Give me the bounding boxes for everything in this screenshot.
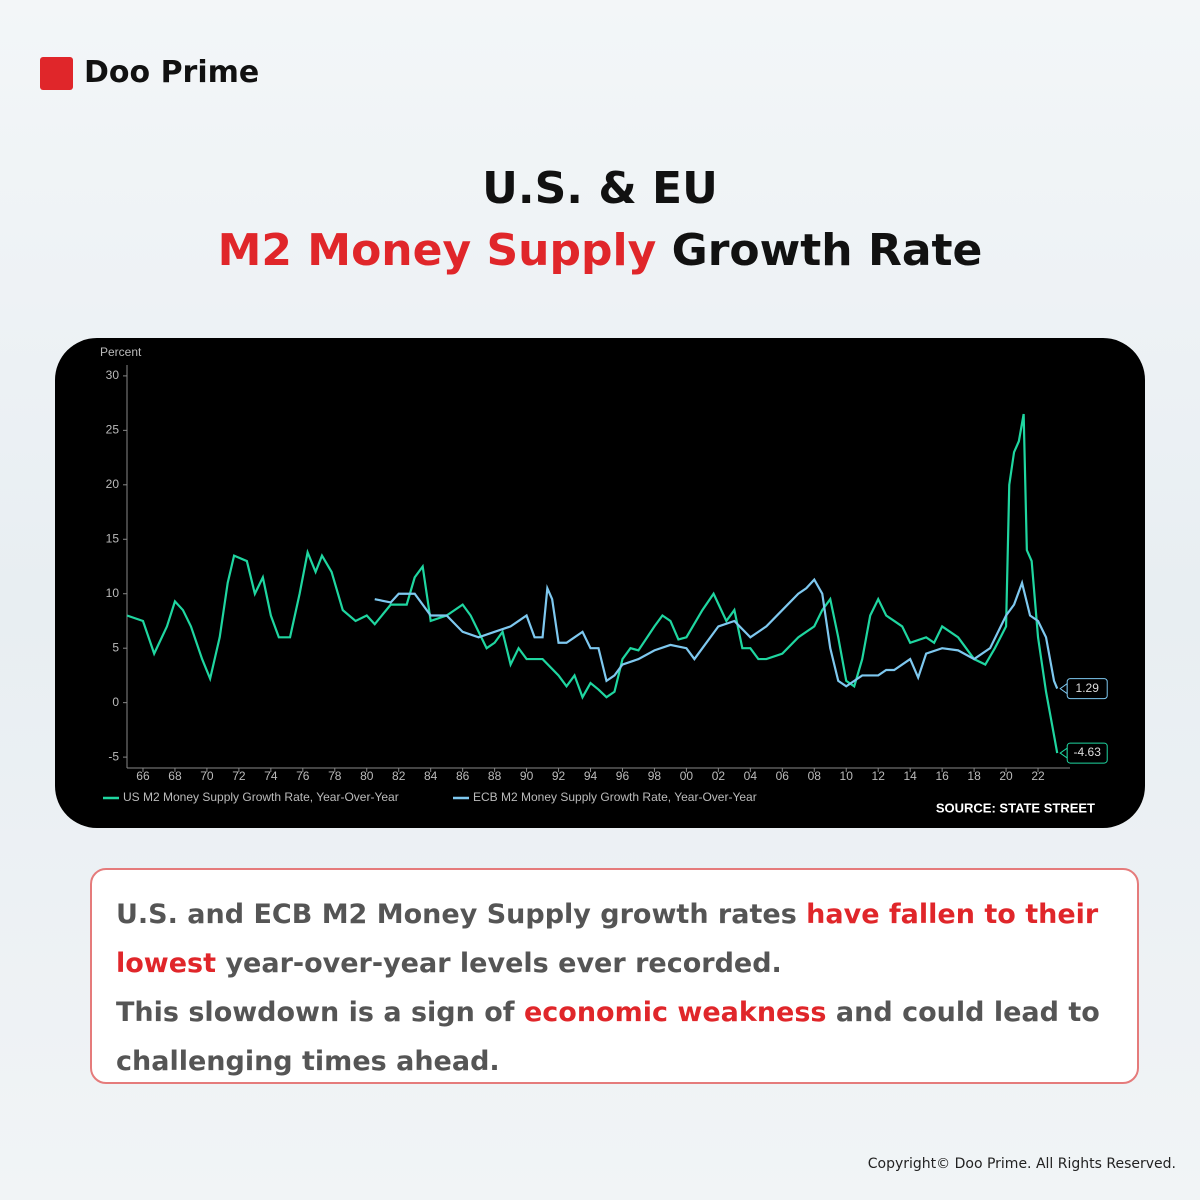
x-tick-label: 12 (872, 769, 886, 783)
end-label: -4.63 (1074, 745, 1102, 759)
headline-line: U.S. & EU (482, 163, 718, 214)
y-tick-label: 10 (106, 586, 120, 600)
x-tick-label: 14 (903, 769, 917, 783)
x-tick-label: 86 (456, 769, 470, 783)
x-tick-label: 08 (808, 769, 822, 783)
y-tick-label: 30 (106, 368, 120, 382)
text: year-over-year levels ever recorded. (216, 948, 782, 979)
legend-label: ECB M2 Money Supply Growth Rate, Year-Ov… (473, 790, 757, 804)
y-tick-label: 5 (112, 640, 119, 654)
x-tick-label: 70 (200, 769, 214, 783)
x-tick-label: 76 (296, 769, 310, 783)
headline-highlight: M2 Money Supply (217, 225, 657, 276)
x-tick-label: 72 (232, 769, 246, 783)
y-tick-label: 25 (106, 423, 120, 437)
end-label-box (1066, 742, 1108, 764)
series-line (374, 577, 1059, 690)
text: U.S. and ECB M2 Money Supply growth rate… (116, 899, 807, 930)
x-tick-label: 80 (360, 769, 374, 783)
paragraph: U.S. and ECB M2 Money Supply growth rate… (116, 890, 1113, 988)
x-tick-label: 06 (776, 769, 790, 783)
text-box: U.S. and ECB M2 Money Supply growth rate… (90, 868, 1139, 1084)
x-tick-label: 66 (136, 769, 150, 783)
x-tick-label: 78 (328, 769, 342, 783)
y-tick-label: 0 (112, 695, 119, 709)
headline: U.S. & EU M2 Money Supply Growth Rate (0, 158, 1200, 282)
headline-line: M2 Money Supply Growth Rate (0, 220, 1200, 282)
headline-rest: Growth Rate (671, 225, 983, 276)
x-tick-label: 22 (1031, 769, 1045, 783)
x-tick-label: 16 (935, 769, 949, 783)
x-tick-label: 74 (264, 769, 278, 783)
source: SOURCE: STATE STREET (936, 800, 1095, 815)
text: This slowdown is a sign of (116, 997, 524, 1028)
x-tick-label: 92 (552, 769, 566, 783)
highlight: economic weakness (523, 997, 827, 1028)
y-tick-label: -5 (108, 749, 119, 763)
y-axis-label: Percent (100, 345, 142, 359)
x-tick-label: 04 (744, 769, 758, 783)
series-line (126, 413, 1059, 754)
y-tick-label: 20 (106, 477, 120, 491)
logo-icon (40, 57, 73, 90)
x-tick-label: 02 (712, 769, 726, 783)
x-tick-label: 88 (488, 769, 502, 783)
x-tick-label: 98 (648, 769, 662, 783)
x-tick-label: 82 (392, 769, 406, 783)
x-tick-label: 96 (616, 769, 630, 783)
chart-background (55, 338, 1145, 828)
x-tick-label: 94 (584, 769, 598, 783)
brand: Doo Prime (84, 55, 260, 90)
x-tick-label: 84 (424, 769, 438, 783)
x-tick-label: 18 (967, 769, 981, 783)
copyright: Copyright© Doo Prime. All Rights Reserve… (867, 1156, 1176, 1172)
x-tick-label: 00 (680, 769, 694, 783)
x-tick-label: 20 (999, 769, 1013, 783)
legend-label: US M2 Money Supply Growth Rate, Year-Ove… (123, 790, 399, 804)
end-label: 1.29 (1076, 681, 1100, 695)
text: and could lead to challenging times ahea… (116, 997, 1100, 1077)
x-tick-label: 10 (840, 769, 854, 783)
chart: Percent SOURCE: STATE STREET -5 0 5 10 15 20 2… (55, 338, 1145, 828)
end-label-box (1066, 678, 1108, 700)
y-tick-label: 15 (106, 531, 120, 545)
highlight: have fallen to their lowest (116, 899, 1099, 979)
paragraph: This slowdown is a sign of economic weak… (116, 988, 1113, 1086)
x-tick-label: 68 (168, 769, 182, 783)
x-tick-label: 90 (520, 769, 534, 783)
